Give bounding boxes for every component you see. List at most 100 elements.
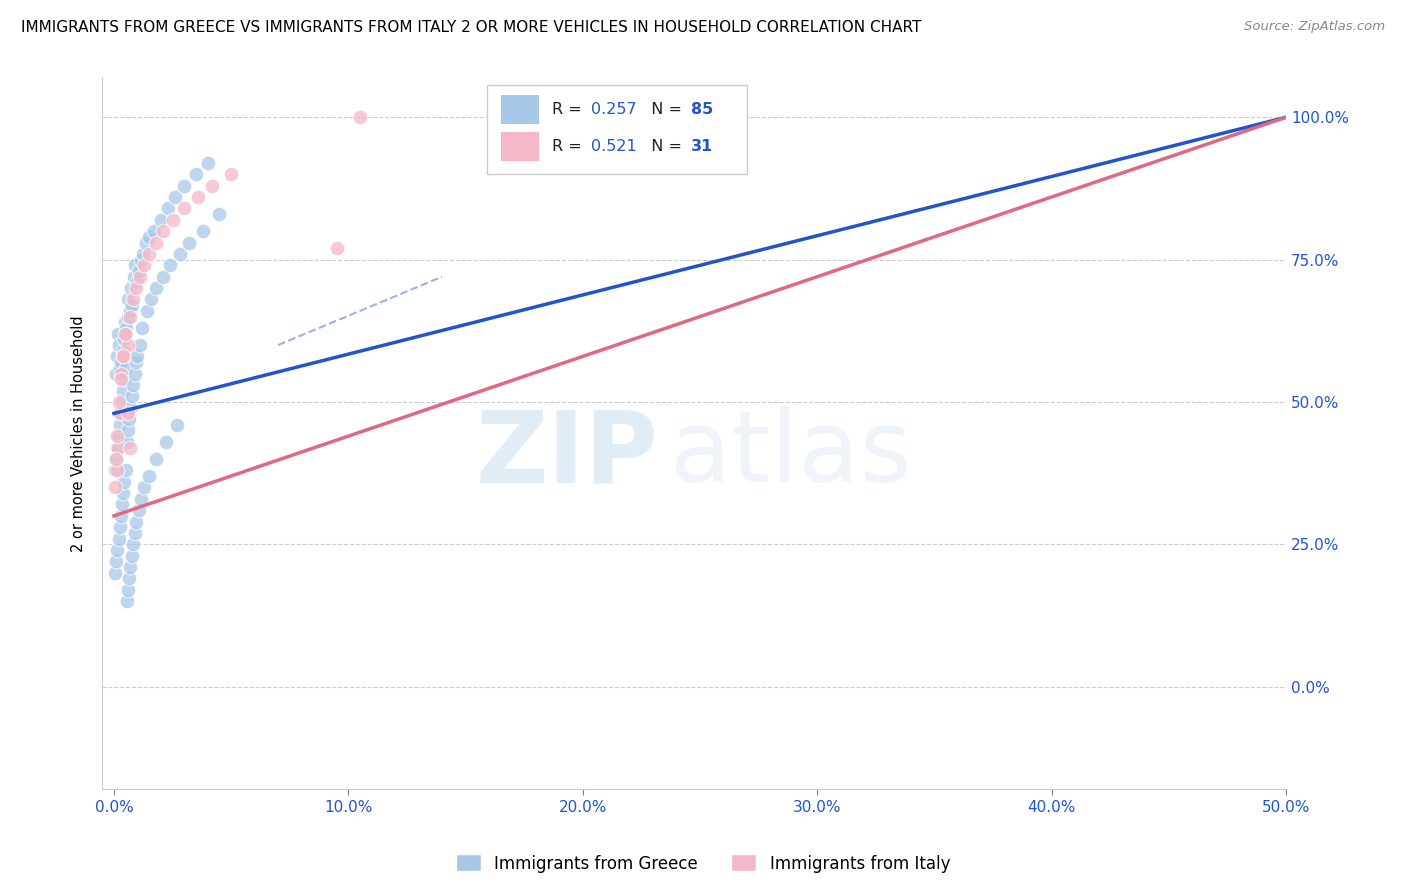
Point [111,343,134,358]
Point [120,560,142,574]
Point [125,276,148,290]
Point [177,235,200,250]
FancyBboxPatch shape [486,85,748,174]
Point [120,310,142,324]
Point [115,434,138,449]
Point [142,224,165,238]
Point [325,241,347,255]
Point [152,224,174,238]
Point [108,395,131,409]
Point [107,532,129,546]
Point [108,338,131,352]
Point [135,304,157,318]
Point [112,332,135,346]
Text: IMMIGRANTS FROM GREECE VS IMMIGRANTS FROM ITALY 2 OR MORE VEHICLES IN HOUSEHOLD : IMMIGRANTS FROM GREECE VS IMMIGRANTS FRO… [21,20,921,35]
FancyBboxPatch shape [501,132,538,161]
Point [110,508,132,523]
Point [159,258,181,272]
Point [135,235,157,250]
Point [105,451,128,466]
FancyBboxPatch shape [501,95,538,124]
Point [128,338,150,352]
Point [114,326,136,341]
Point [138,230,160,244]
Point [155,434,177,449]
Text: N =: N = [641,139,688,154]
Point [120,401,142,415]
Point [152,269,174,284]
Point [128,503,150,517]
Point [169,247,191,261]
Point [145,281,167,295]
Text: atlas: atlas [671,406,912,503]
Point [114,360,136,375]
Point [162,212,184,227]
Point [145,451,167,466]
Point [112,350,135,364]
Text: 31: 31 [690,139,713,154]
Point [201,178,224,193]
Text: Source: ZipAtlas.com: Source: ZipAtlas.com [1244,20,1385,33]
Text: 0.257: 0.257 [591,102,637,117]
Point [110,406,132,420]
Point [129,252,152,267]
Point [125,515,148,529]
Text: R =: R = [553,139,586,154]
Point [108,406,131,420]
Point [104,463,127,477]
Point [125,281,148,295]
Point [114,475,136,489]
Point [132,247,155,261]
Point [111,350,134,364]
Point [107,441,129,455]
Point [166,417,188,432]
Point [114,463,136,477]
Text: N =: N = [641,102,688,117]
Point [149,212,172,227]
Point [114,315,136,329]
Point [107,543,129,558]
Point [173,202,195,216]
Point [117,338,139,352]
Point [219,167,242,181]
Point [138,469,160,483]
Point [141,293,163,307]
Point [138,247,160,261]
Point [122,293,145,307]
Point [105,350,128,364]
Point [121,537,143,551]
Point [134,258,156,272]
Point [120,281,142,295]
Text: R =: R = [553,102,586,117]
Point [115,321,138,335]
Point [104,451,127,466]
Point [127,350,149,364]
Point [121,377,143,392]
Point [117,582,139,597]
Point [122,269,145,284]
Point [112,486,135,500]
Point [104,566,127,580]
Point [104,367,127,381]
Point [107,429,129,443]
Point [107,441,129,455]
Point [187,190,209,204]
Point [117,293,139,307]
Point [112,384,135,398]
Point [114,372,136,386]
Point [124,525,146,540]
Point [134,480,156,494]
Point [124,258,146,272]
Point [105,554,128,568]
Point [118,441,141,455]
Point [117,406,139,420]
Point [128,264,150,278]
Point [125,355,148,369]
Point [191,224,214,238]
Point [197,156,219,170]
Text: 0.521: 0.521 [591,139,637,154]
Point [184,167,207,181]
Point [114,326,136,341]
Point [121,298,143,312]
Point [124,367,146,381]
